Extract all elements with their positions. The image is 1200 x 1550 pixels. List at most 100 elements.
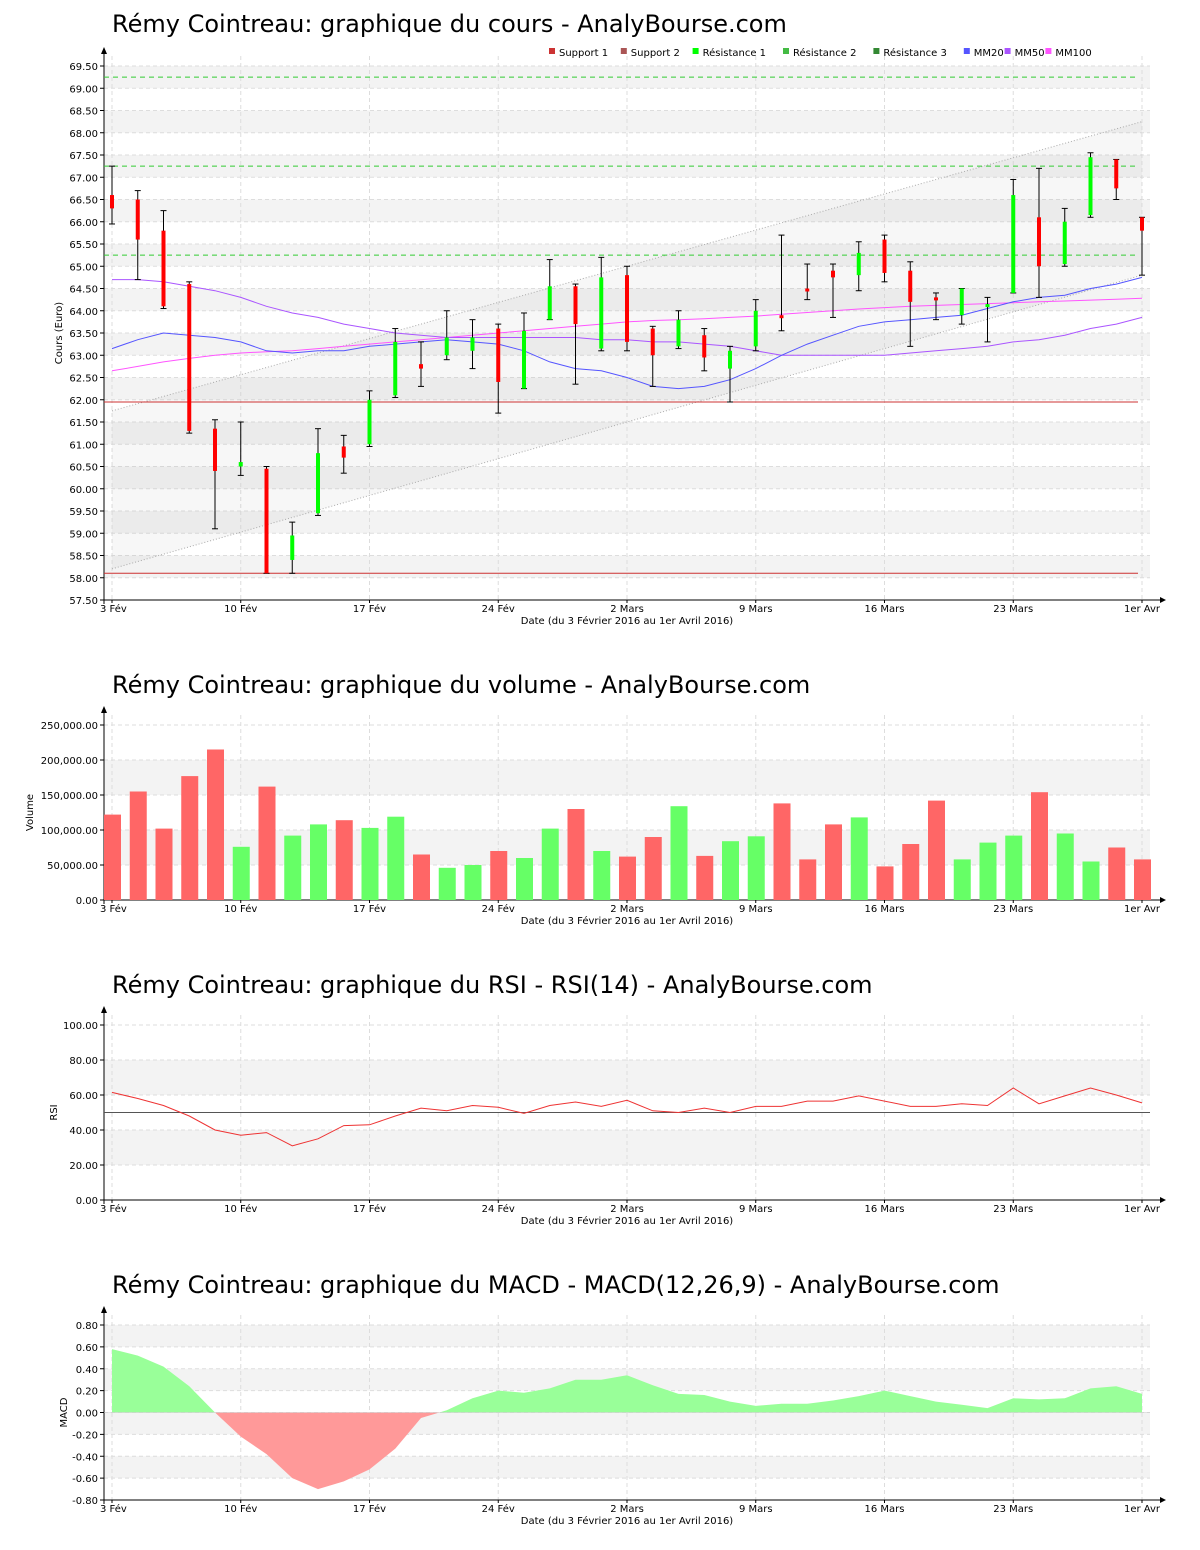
rsi-line [111, 1087, 1143, 1147]
volume-bar [825, 824, 842, 900]
macd-xtick-label: 23 Mars [993, 1504, 1033, 1515]
price-candle-body [444, 337, 449, 356]
rsi-chart-title: Rémy Cointreau: graphique du RSI - RSI(1… [112, 971, 873, 999]
price-ytick-label: 69.00 [69, 84, 98, 95]
price-y-arrow [101, 47, 107, 54]
price-xtick-label: 1er Avr [1124, 604, 1161, 615]
volume-bar [490, 851, 508, 900]
rsi-xtick-label: 3 Fév [100, 1203, 127, 1215]
price-candle-body [1062, 221, 1067, 265]
price-candle-body [625, 275, 629, 342]
price-legend-label: Résistance 2 [793, 47, 856, 59]
price-candle-body [959, 288, 964, 316]
macd-ytick-label: 0.80 [76, 1321, 98, 1332]
rsi-xtick-label: 17 Fév [353, 1203, 386, 1215]
rsi-xtick-label: 10 Fév [224, 1203, 257, 1215]
volume-chart-title: Rémy Cointreau: graphique du volume - An… [112, 671, 811, 699]
volume-bar [310, 824, 327, 900]
macd-xtick-label: 24 Fév [482, 1503, 515, 1515]
price-x-axis-title: Date (du 3 Février 2016 au 1er Avril 201… [521, 615, 734, 627]
price-ytick-label: 58.00 [69, 574, 98, 585]
volume-x-arrow [1160, 897, 1166, 903]
price-candle-body [1088, 157, 1093, 216]
price-candle-body [908, 270, 913, 302]
rsi-ytick-label: 0.00 [76, 1196, 98, 1207]
price-legend-swatch [549, 48, 555, 54]
volume-bar [181, 776, 199, 900]
price-ytick-label: 59.00 [69, 529, 98, 540]
price-mm20-line [111, 276, 1143, 390]
price-band [104, 422, 1150, 445]
volume-bar [1031, 792, 1048, 900]
price-ytick-label: 62.50 [69, 374, 98, 385]
volume-xtick-label: 3 Fév [100, 903, 127, 915]
rsi-ytick-label: 80.00 [69, 1056, 98, 1067]
volume-bar [541, 828, 559, 900]
price-candle-body [676, 319, 681, 347]
price-candle-body [213, 428, 217, 471]
volume-bar [155, 828, 173, 900]
macd-ytick-label: 0.40 [76, 1365, 98, 1376]
volume-bar [284, 835, 302, 900]
price-candle-body [728, 350, 732, 369]
price-legend-label: Support 1 [559, 48, 608, 59]
price-legend-swatch [1004, 48, 1011, 54]
volume-bar [619, 856, 636, 900]
macd-positive-area [112, 1349, 1142, 1413]
price-xtick-label: 10 Fév [224, 603, 257, 615]
rsi-panel: 0.00 20.00 40.00 60.00 80.00 100.00 3 Fév 10 Fé… [49, 1006, 1166, 1227]
volume-xtick-label: 1er Avr [1124, 904, 1161, 915]
rsi-y-arrow [101, 1006, 107, 1013]
price-legend-swatch [873, 48, 880, 54]
macd-xtick-label: 2 Mars [610, 1504, 644, 1515]
volume-xtick-label: 17 Fév [353, 903, 386, 915]
price-candle-body [187, 284, 192, 431]
price-ytick-label: 57.50 [69, 596, 98, 607]
price-candle-body [547, 286, 552, 320]
price-ytick-label: 68.00 [69, 129, 98, 140]
volume-bar [644, 837, 662, 900]
price-ytick-label: 66.00 [69, 218, 98, 229]
macd-y-arrow [101, 1306, 107, 1313]
macd-x-arrow [1160, 1497, 1166, 1503]
volume-bar [438, 867, 456, 900]
volume-bar [1108, 847, 1126, 900]
price-band [104, 555, 1150, 578]
rsi-ytick-label: 60.00 [69, 1091, 98, 1102]
price-xtick-label: 17 Fév [353, 603, 386, 615]
macd-x-axis-title: Date (du 3 Février 2016 au 1er Avril 201… [521, 1515, 734, 1527]
price-legend-swatch [783, 48, 789, 54]
price-candle-body [496, 328, 501, 382]
price-candle-body [831, 270, 835, 278]
volume-ytick-label: 0.00 [76, 896, 98, 907]
price-ytick-label: 58.50 [69, 552, 98, 563]
volume-bar [1134, 859, 1151, 900]
volume-bar [1082, 861, 1100, 900]
price-candle-body [522, 330, 526, 389]
macd-xtick-label: 16 Mars [865, 1504, 905, 1515]
price-candle-body [1037, 217, 1041, 267]
rsi-ytick-label: 40.00 [69, 1126, 98, 1137]
volume-bar [361, 827, 379, 900]
volume-xtick-label: 24 Fév [482, 903, 515, 915]
price-candle-body [805, 288, 810, 292]
volume-bar [850, 817, 868, 900]
price-xtick-label: 24 Fév [482, 603, 515, 615]
price-ytick-label: 66.50 [69, 196, 98, 207]
price-candle-body [1114, 159, 1119, 189]
price-candle-body [290, 535, 295, 560]
price-candle-body [882, 239, 887, 273]
price-legend-label: MM50 [1015, 48, 1045, 59]
price-xtick-label: 23 Mars [993, 604, 1033, 615]
volume-panel: 0.00 50,000.00 100,000.00 150,000.00 200,000… [25, 706, 1166, 927]
price-ytick-label: 61.50 [69, 418, 98, 429]
volume-bar [335, 820, 353, 900]
price-candle-body [856, 252, 861, 276]
volume-bar [232, 846, 250, 900]
volume-xtick-label: 10 Fév [224, 903, 257, 915]
price-legend-swatch [620, 48, 627, 54]
volume-xtick-label: 9 Mars [739, 904, 773, 915]
macd-chart-title: Rémy Cointreau: graphique du MACD - MACD… [112, 1271, 1000, 1299]
price-legend-label: Résistance 1 [703, 47, 766, 59]
